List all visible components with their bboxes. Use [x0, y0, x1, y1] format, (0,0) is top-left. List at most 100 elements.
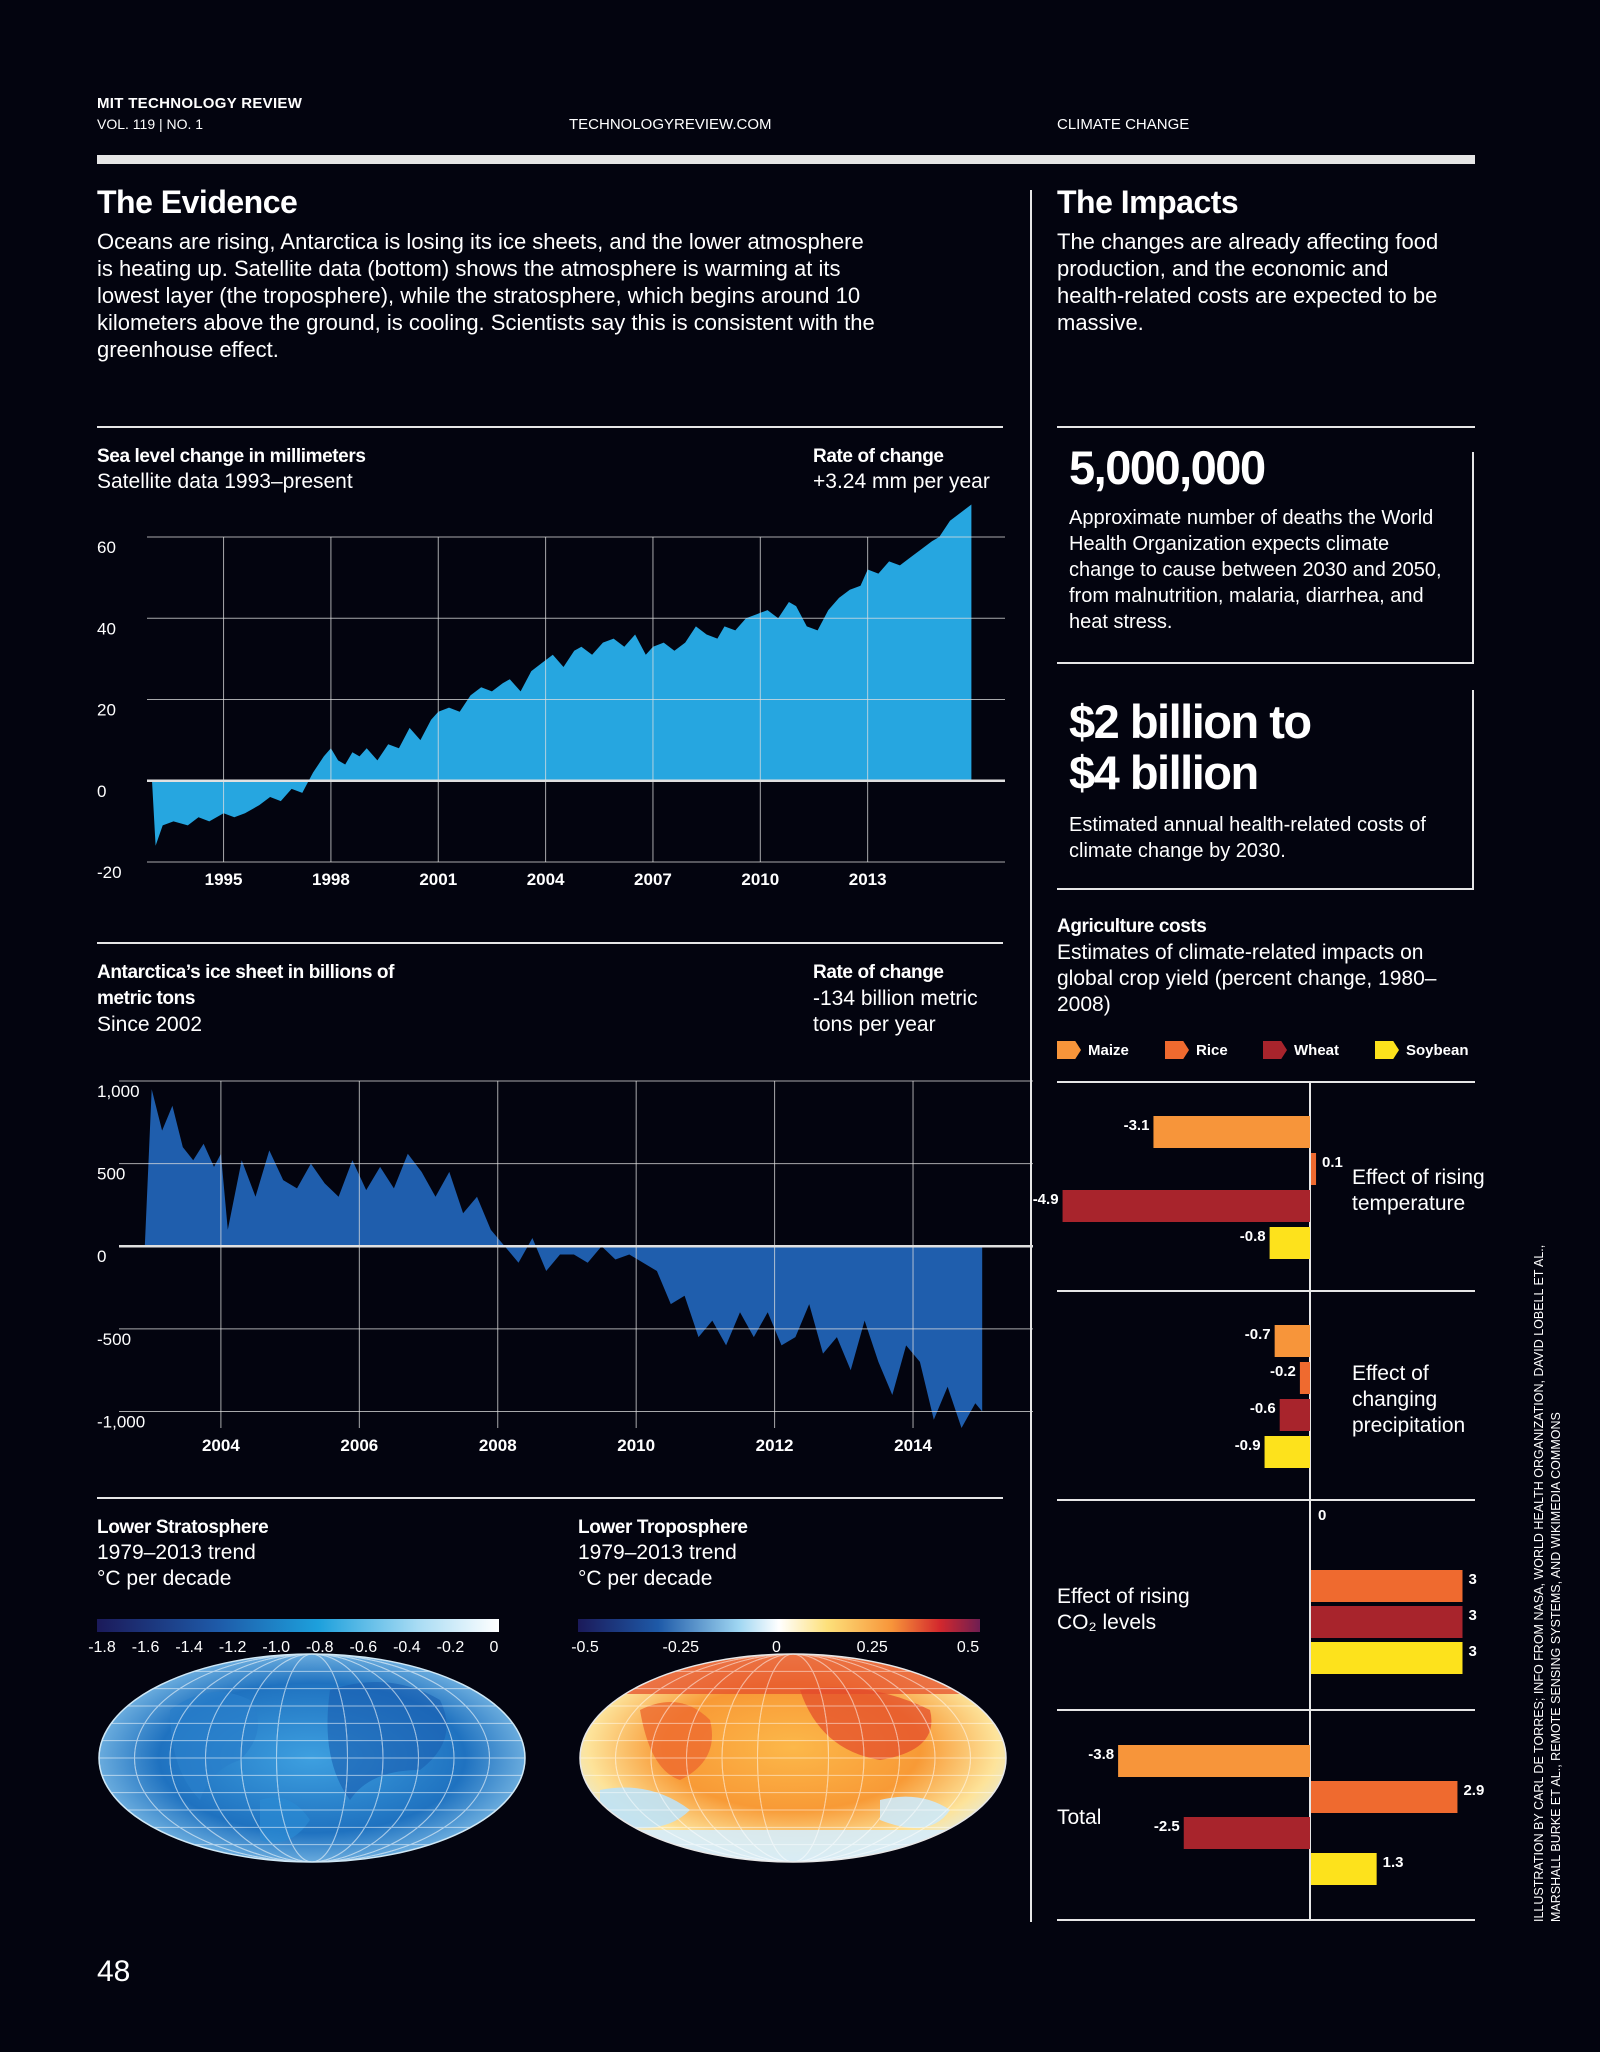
agriculture-bar-maize [1153, 1116, 1310, 1148]
sea-level-rate-title: Rate of change [813, 446, 944, 467]
costs-description: Estimated annual health-related costs of… [1069, 814, 1426, 862]
agriculture-bar-value: 2.9 [1463, 1782, 1484, 1799]
antarctica-rate-title: Rate of change [813, 962, 944, 983]
stratosphere-scale-label: -1.6 [132, 1639, 160, 1656]
agriculture-bar-value: 3 [1469, 1571, 1477, 1588]
stat2-box-edge [1472, 690, 1474, 890]
sea-level-y-tick-label: 0 [97, 782, 106, 801]
agriculture-bar-maize [1274, 1325, 1310, 1357]
troposphere-scale-label: 0.25 [857, 1639, 888, 1656]
antarctica-rate-value: -134 billion metric tons per year [813, 987, 978, 1036]
troposphere-scale-label: 0.5 [957, 1639, 979, 1656]
agriculture-bar-rice [1311, 1570, 1463, 1602]
temperature-maps: -1.8 -1.6 -1.4 -1.2 -1.0 -0.8 -0.6 -0.4 -0.2 0 -0… [88, 1619, 1007, 1863]
agriculture-bar-rice [1311, 1781, 1458, 1813]
magazine-name: MIT TECHNOLOGY REVIEW [97, 95, 303, 112]
agriculture-bar-value: 1.3 [1383, 1854, 1404, 1871]
legend-rice: Rice [1165, 1041, 1263, 1059]
agriculture-bar-soybean [1264, 1436, 1310, 1468]
site-url: TECHNOLOGYREVIEW.COM [569, 116, 772, 133]
antarctica-y-tick-label: 0 [97, 1247, 106, 1266]
sea-level-rule [97, 426, 1003, 428]
legend-maize: Maize [1057, 1041, 1165, 1059]
troposphere-scale-label: -0.5 [571, 1639, 599, 1656]
agriculture-bar-value: 3 [1469, 1607, 1477, 1624]
antarctica-subtitle: Since 2002 [97, 1013, 203, 1036]
stat2-box-bottom [1057, 888, 1474, 890]
agriculture-bar-value: -3.1 [1124, 1117, 1150, 1134]
antarctica-title: Antarctica’s ice sheet in billions of me… [97, 962, 395, 1009]
agriculture-bar-value: -0.6 [1250, 1400, 1276, 1417]
sea-level-rate-value: +3.24 mm per year [813, 470, 990, 493]
antarctica-x-tick-label: 2008 [479, 1436, 517, 1455]
antarctica-x-tick-label: 2004 [202, 1436, 240, 1455]
stratosphere-scale-label: -1.0 [262, 1639, 290, 1656]
agriculture-bar-wheat [1062, 1190, 1310, 1222]
sea-level-subtitle: Satellite data 1993–present [97, 470, 353, 493]
sea-level-title: Sea level change in millimeters [97, 446, 366, 467]
stratosphere-scale-label: -0.6 [350, 1639, 378, 1656]
sea-level-y-tick-label: 40 [97, 619, 116, 638]
sea-level-x-tick-label: 1998 [312, 870, 350, 889]
stratosphere-unit: °C per decade [97, 1567, 232, 1590]
antarctica-x-tick-label: 2006 [340, 1436, 378, 1455]
stat1-box-edge [1472, 452, 1474, 664]
agriculture-legend: Maize Rice Wheat Soybean [1057, 1041, 1469, 1059]
troposphere-scale-label: 0 [772, 1639, 781, 1656]
agriculture-bar-soybean [1311, 1853, 1377, 1885]
illustration-credit: ILLUSTRATION BY CARL DE TORRES; INFO FRO… [1532, 1244, 1563, 1922]
agriculture-bar-value: 0.1 [1322, 1154, 1343, 1171]
agriculture-group-label: Total [1057, 1806, 1101, 1829]
agriculture-bar-wheat [1183, 1817, 1310, 1849]
legend-soybean-label: Soybean [1406, 1041, 1469, 1059]
evidence-title: The Evidence [97, 184, 298, 220]
troposphere-period: 1979–2013 trend [578, 1541, 737, 1564]
troposphere-color-scale [578, 1619, 980, 1632]
antarctica-chart: 1,000 500 0 -500 -1,000 2004 2006 2008 2010 2012 2… [97, 1080, 1033, 1455]
agriculture-subtitle: Estimates of climate-related impacts on … [1057, 941, 1437, 1016]
stat1-box-bottom [1057, 662, 1474, 664]
antarctica-x-tick-label: 2014 [894, 1436, 932, 1455]
stratosphere-scale-label: -0.4 [393, 1639, 421, 1656]
agriculture-bar-value: -0.2 [1270, 1363, 1296, 1380]
sea-level-x-tick-label: 2001 [419, 870, 457, 889]
legend-wheat-label: Wheat [1294, 1041, 1339, 1059]
sea-level-x-tick-label: 2004 [527, 870, 565, 889]
agriculture-bar-soybean [1269, 1227, 1310, 1259]
impacts-body: The changes are already affecting food p… [1057, 229, 1439, 335]
sea-level-y-tick-label: 60 [97, 538, 116, 557]
agriculture-group-label: Effect of rising temperature [1352, 1166, 1485, 1215]
header-bar [97, 155, 1475, 164]
agriculture-bar-value: -0.7 [1245, 1326, 1271, 1343]
sea-level-x-tick-label: 1995 [205, 870, 243, 889]
page-number: 48 [97, 1955, 131, 1988]
stratosphere-scale-label: -1.4 [175, 1639, 203, 1656]
antarctica-x-tick-label: 2010 [617, 1436, 655, 1455]
agriculture-bar-value: -0.9 [1235, 1437, 1261, 1454]
legend-rice-label: Rice [1196, 1041, 1228, 1059]
antarctica-y-tick-label: -1,000 [97, 1412, 145, 1431]
antarctica-rule [97, 942, 1003, 944]
sea-level-x-tick-label: 2013 [849, 870, 887, 889]
issue-volume: VOL. 119 | NO. 1 [97, 116, 204, 132]
stratosphere-scale-label: -1.2 [219, 1639, 247, 1656]
agriculture-bar-rice [1311, 1153, 1317, 1185]
maps-rule [97, 1497, 1003, 1499]
antarctica-area [144, 1089, 983, 1428]
deaths-number: 5,000,000 [1069, 441, 1266, 494]
legend-wheat: Wheat [1263, 1041, 1375, 1059]
stratosphere-scale-label: -0.8 [306, 1639, 334, 1656]
troposphere-scale-label: -0.25 [663, 1639, 700, 1656]
legend-soybean: Soybean [1375, 1041, 1469, 1059]
antarctica-x-tick-label: 2012 [756, 1436, 794, 1455]
troposphere-scale-labels: -0.5 -0.25 0 0.25 0.5 [571, 1639, 979, 1656]
agriculture-bar-value: -3.8 [1088, 1746, 1114, 1763]
antarctica-y-tick-label: -500 [97, 1330, 131, 1349]
legend-maize-label: Maize [1088, 1041, 1129, 1059]
column-divider [1030, 190, 1032, 1922]
agriculture-bar-value: 3 [1469, 1643, 1477, 1660]
impacts-rule [1057, 426, 1475, 428]
agriculture-bar-value: -2.5 [1154, 1818, 1180, 1835]
agriculture-bar-maize [1118, 1745, 1310, 1777]
stratosphere-map [98, 1653, 526, 1863]
